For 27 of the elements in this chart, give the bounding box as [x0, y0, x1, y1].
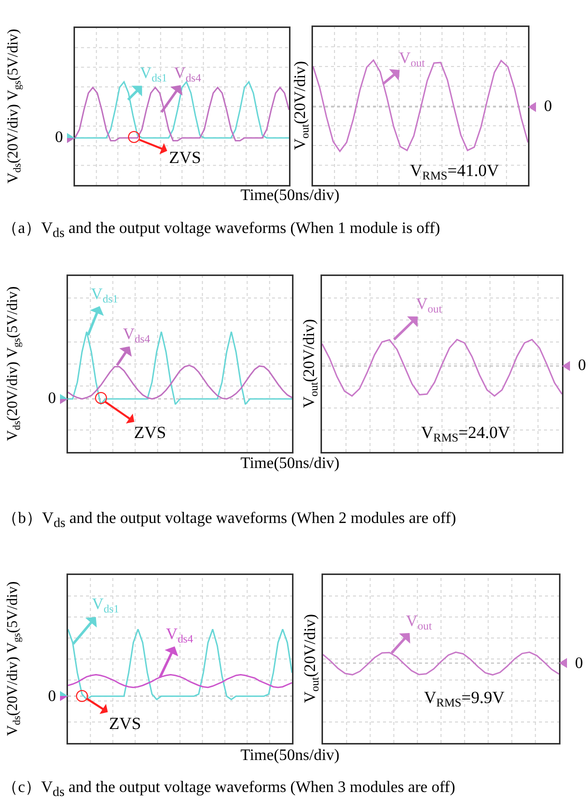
ref-line-label: 0 — [48, 390, 56, 407]
annotation: ZVS — [109, 714, 142, 733]
series-label: V$_{ds4}$ — [174, 65, 202, 84]
x-axis-title: Time(50ns/div) — [240, 187, 340, 205]
annotation: ZVS — [134, 423, 166, 442]
series-label: V$_{ds1}$ — [140, 65, 168, 84]
series-label: V$_{out}$ — [406, 613, 433, 632]
text: （b）V$_{ds}$ and the output voltage waveforms (When 2 modules are off) — [2, 509, 456, 532]
ref-line-label: 0 — [48, 688, 56, 705]
text: （a）V$_{ds}$ and the output voltage waveforms (When 1 module is off) — [2, 219, 440, 242]
x-axis-title: Time(50ns/div) — [240, 747, 340, 765]
ref-line-label: 0 — [55, 129, 63, 146]
text: V$_{RMS}$=9.9V — [424, 688, 506, 710]
ref-line-label: 0 — [544, 98, 552, 115]
series-label: V$_{out}$ — [399, 50, 426, 70]
annotation: ZVS — [169, 148, 202, 167]
series-label: V$_{ds1}$ — [91, 286, 118, 306]
ref-line-label: 0 — [578, 357, 586, 374]
series-label: V$_{ds4}$ — [166, 626, 194, 646]
text: V$_{RMS}$=41.0V — [410, 161, 500, 183]
x-axis-title: Time(50ns/div) — [240, 455, 340, 473]
series-label: V$_{ds4}$ — [123, 326, 151, 346]
ref-line-label: 0 — [575, 655, 583, 672]
series-label: V$_{out}$ — [416, 296, 443, 316]
text: （c）V$_{ds}$ and the output voltage waveforms (When 3 modules are off) — [2, 778, 456, 800]
series-label: V$_{ds1}$ — [92, 596, 120, 616]
text: V$_{RMS}$=24.0V — [421, 423, 511, 445]
